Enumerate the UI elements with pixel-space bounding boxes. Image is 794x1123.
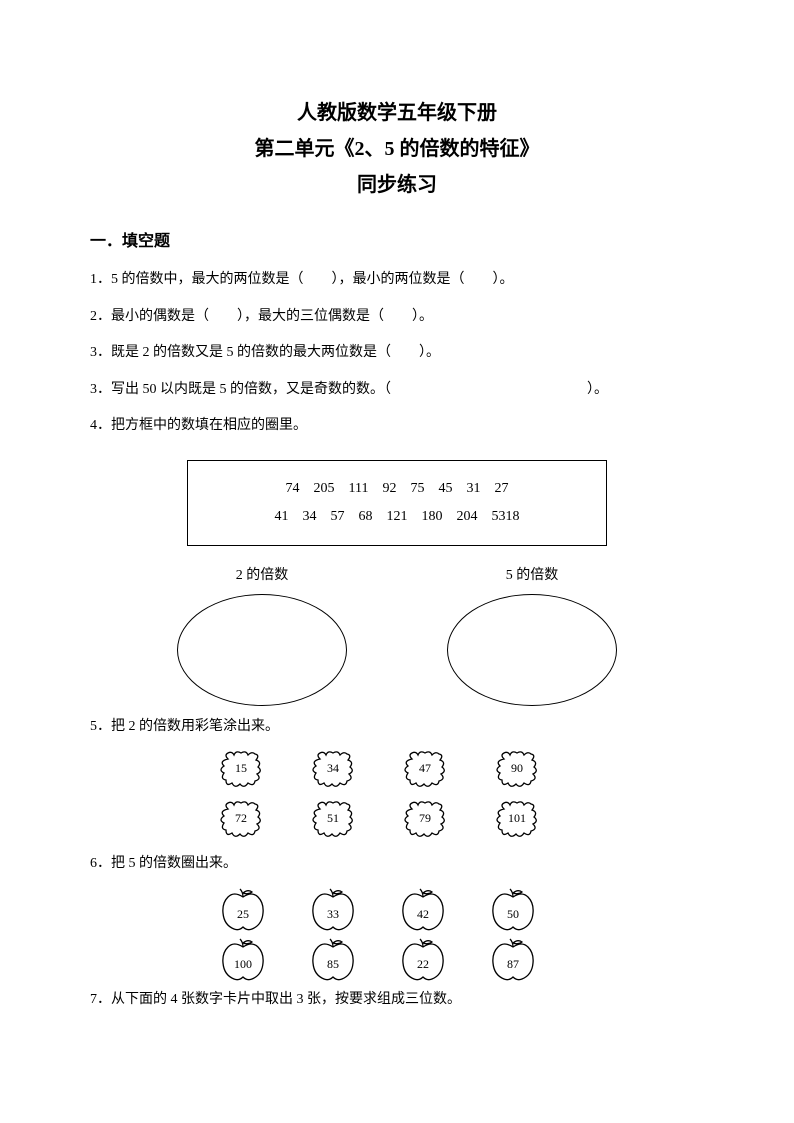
title-block: 人教版数学五年级下册 第二单元《2、5 的倍数的特征》 同步练习 [90, 95, 704, 203]
cloud-number: 79 [419, 811, 431, 826]
oval-label-1: 2 的倍数 [236, 564, 289, 584]
title-line-2: 第二单元《2、5 的倍数的特征》 [90, 131, 704, 167]
apple-number: 87 [507, 957, 519, 972]
apple-item: 50 [490, 887, 536, 931]
cloud-item: 72 [220, 801, 262, 837]
cloud-item: 90 [496, 751, 538, 787]
oval-label-2: 5 的倍数 [506, 564, 559, 584]
cloud-number: 101 [508, 811, 526, 826]
cloud-number: 72 [235, 811, 247, 826]
apple-number: 50 [507, 907, 519, 922]
title-line-3: 同步练习 [90, 167, 704, 203]
apple-number: 33 [327, 907, 339, 922]
question-3b: 3．写出 50 以内既是 5 的倍数，又是奇数的数。（ ）。 [90, 377, 704, 404]
oval-1 [177, 594, 347, 706]
question-6: 6．把 5 的倍数圈出来。 [90, 851, 704, 878]
question-1: 1．5 的倍数中，最大的两位数是（ ），最小的两位数是（ ）。 [90, 267, 704, 294]
apple-number: 25 [237, 907, 249, 922]
apple-number: 42 [417, 907, 429, 922]
apple-item: 100 [220, 937, 266, 981]
cloud-row-1: 15 34 47 90 [220, 751, 704, 787]
apple-number: 22 [417, 957, 429, 972]
apple-item: 33 [310, 887, 356, 931]
apple-number: 85 [327, 957, 339, 972]
cloud-number: 90 [511, 761, 523, 776]
question-3: 3．既是 2 的倍数又是 5 的倍数的最大两位数是（ ）。 [90, 340, 704, 367]
oval-section: 2 的倍数 5 的倍数 [90, 564, 704, 706]
apple-item: 85 [310, 937, 356, 981]
number-box-row-1: 74 205 111 92 75 45 31 27 [198, 475, 596, 503]
cloud-item: 34 [312, 751, 354, 787]
oval-group-2: 5 的倍数 [447, 564, 617, 706]
question-2: 2．最小的偶数是（ ），最大的三位偶数是（ ）。 [90, 304, 704, 331]
cloud-section: 15 34 47 90 72 51 79 101 [220, 751, 704, 837]
apple-section: 25 33 42 50 100 85 22 87 [220, 887, 704, 981]
cloud-number: 34 [327, 761, 339, 776]
cloud-row-2: 72 51 79 101 [220, 801, 704, 837]
question-4: 4．把方框中的数填在相应的圈里。 [90, 413, 704, 440]
cloud-item: 51 [312, 801, 354, 837]
cloud-item: 47 [404, 751, 446, 787]
cloud-item: 79 [404, 801, 446, 837]
apple-item: 42 [400, 887, 446, 931]
cloud-number: 47 [419, 761, 431, 776]
apple-item: 87 [490, 937, 536, 981]
cloud-number: 15 [235, 761, 247, 776]
apple-item: 25 [220, 887, 266, 931]
apple-row-2: 100 85 22 87 [220, 937, 704, 981]
number-box: 74 205 111 92 75 45 31 27 41 34 57 68 12… [187, 460, 607, 546]
cloud-item: 15 [220, 751, 262, 787]
apple-number: 100 [234, 957, 252, 972]
number-box-row-2: 41 34 57 68 121 180 204 5318 [198, 503, 596, 531]
oval-2 [447, 594, 617, 706]
cloud-number: 51 [327, 811, 339, 826]
apple-row-1: 25 33 42 50 [220, 887, 704, 931]
oval-group-1: 2 的倍数 [177, 564, 347, 706]
cloud-item: 101 [496, 801, 538, 837]
question-5: 5．把 2 的倍数用彩笔涂出来。 [90, 714, 704, 741]
section-header: 一．填空题 [90, 227, 704, 251]
apple-item: 22 [400, 937, 446, 981]
title-line-1: 人教版数学五年级下册 [90, 95, 704, 131]
question-7: 7．从下面的 4 张数字卡片中取出 3 张，按要求组成三位数。 [90, 987, 704, 1014]
